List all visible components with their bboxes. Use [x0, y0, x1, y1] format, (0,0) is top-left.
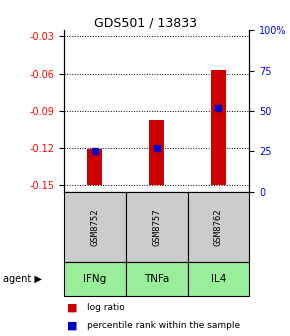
Text: TNFa: TNFa	[144, 274, 169, 284]
Text: IFNg: IFNg	[83, 274, 106, 284]
Bar	[64, 192, 126, 262]
Bar	[149, 120, 164, 185]
Bar	[188, 262, 249, 296]
Text: agent ▶: agent ▶	[3, 274, 42, 284]
Bar	[211, 70, 226, 185]
Text: GDS501 / 13833: GDS501 / 13833	[93, 17, 197, 30]
Text: GSM8762: GSM8762	[214, 208, 223, 246]
Bar	[126, 262, 188, 296]
Text: GSM8757: GSM8757	[152, 208, 161, 246]
Text: ■: ■	[67, 321, 77, 331]
Text: ■: ■	[67, 302, 77, 312]
Text: IL4: IL4	[211, 274, 226, 284]
Bar	[87, 149, 102, 185]
Bar	[188, 192, 249, 262]
Text: log ratio: log ratio	[87, 303, 125, 312]
Text: percentile rank within the sample: percentile rank within the sample	[87, 322, 240, 330]
Text: GSM8752: GSM8752	[90, 208, 99, 246]
Bar	[126, 192, 188, 262]
Bar	[64, 262, 126, 296]
